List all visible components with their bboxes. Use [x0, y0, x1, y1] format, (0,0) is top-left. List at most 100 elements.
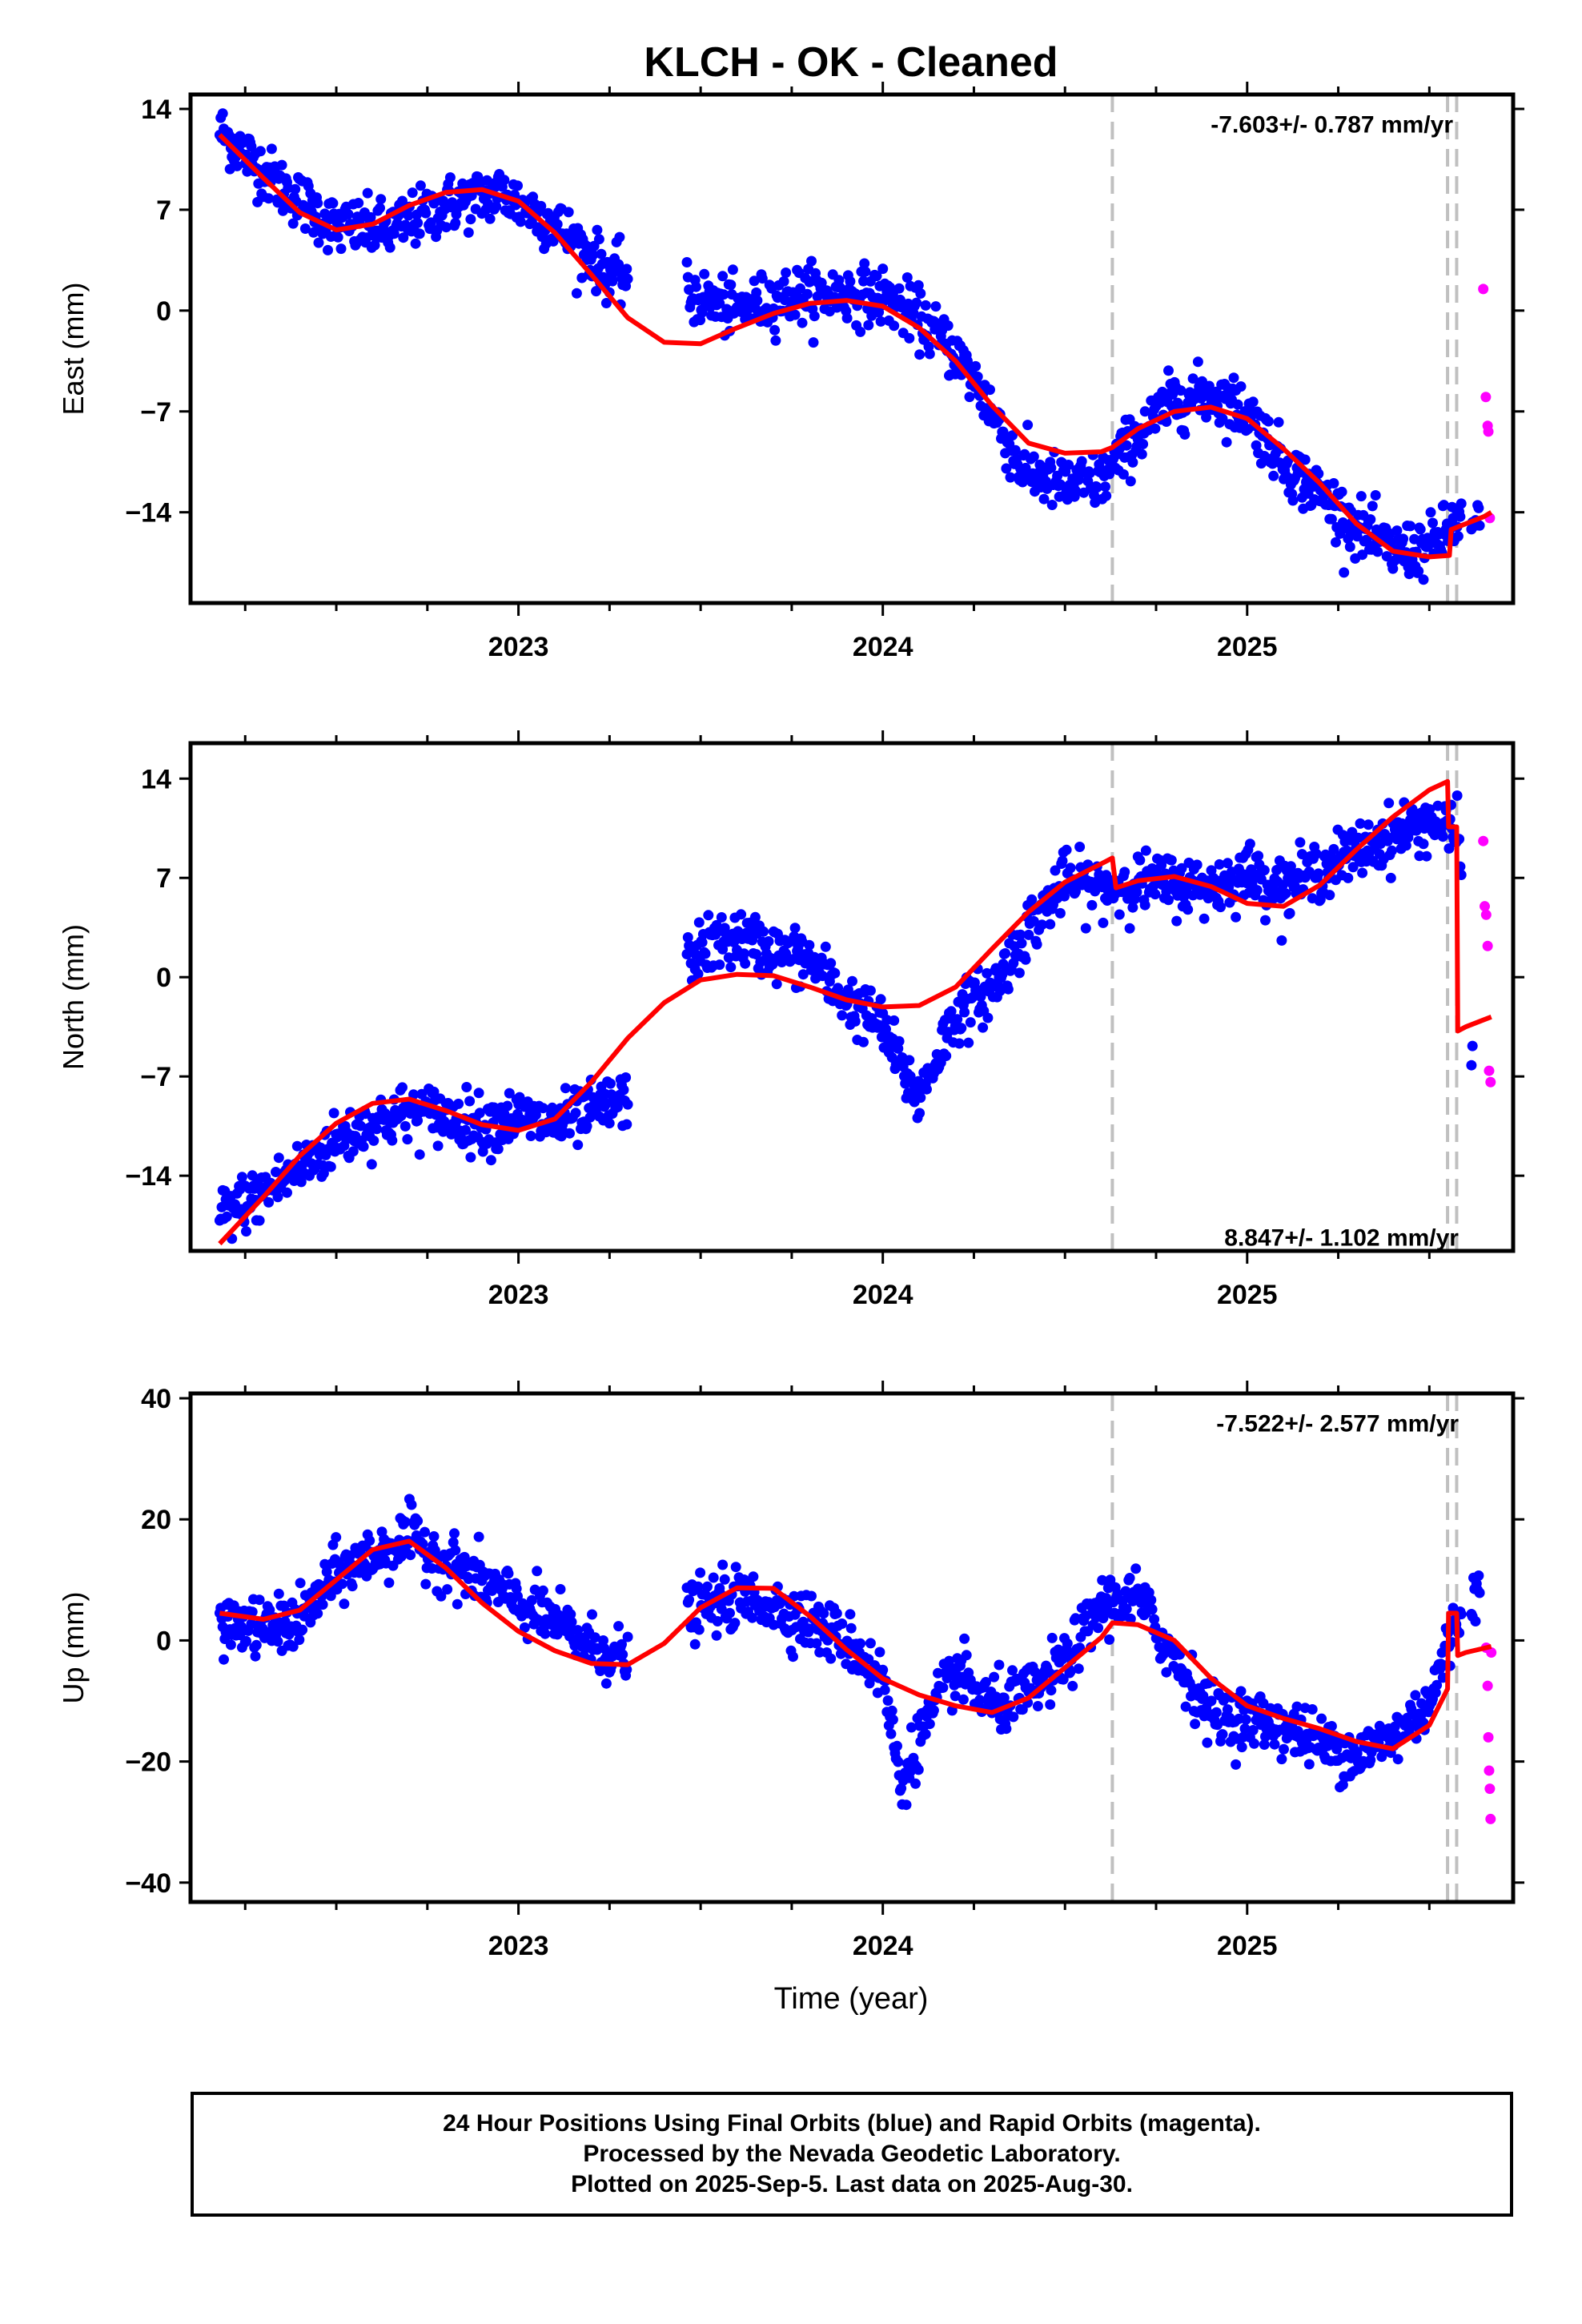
y-axis-label: Up (mm): [57, 1592, 90, 1704]
data-point: [412, 217, 424, 228]
data-point: [1191, 859, 1203, 870]
data-point: [600, 1678, 612, 1689]
data-point: [375, 194, 387, 205]
data-point: [889, 1015, 900, 1026]
data-point: [420, 1578, 432, 1590]
data-point: [271, 1167, 281, 1177]
data-point: [965, 1017, 976, 1028]
data-point: [1247, 1725, 1259, 1735]
data-point: [415, 180, 426, 191]
data-point: [942, 320, 954, 332]
data-point: [291, 1140, 303, 1152]
data-point: [958, 1694, 969, 1705]
data-point: [863, 320, 874, 331]
data-point: [682, 932, 693, 943]
data-point: [1127, 456, 1138, 468]
data-point: [924, 348, 935, 360]
data-point: [448, 1537, 459, 1548]
data-point: [1010, 444, 1021, 456]
data-point: [858, 1036, 869, 1047]
data-point: [246, 1618, 257, 1630]
data-point: [913, 279, 924, 291]
data-point: [1328, 478, 1339, 489]
data-point: [1093, 1622, 1104, 1634]
data-point: [749, 911, 761, 923]
data-point: [412, 1515, 424, 1526]
data-point: [954, 1038, 965, 1049]
data-point: [621, 263, 632, 275]
data-point: [1228, 372, 1239, 384]
data-point: [336, 1578, 347, 1590]
data-point: [747, 1612, 758, 1623]
y-tick-label: −20: [125, 1747, 171, 1778]
data-point: [1150, 423, 1161, 434]
data-point: [1326, 513, 1337, 525]
data-point: [1058, 1674, 1069, 1685]
data-point: [566, 1616, 577, 1627]
data-point: [1070, 485, 1081, 497]
data-point: [572, 1625, 584, 1636]
data-point: [1002, 983, 1014, 995]
data-point: [1455, 511, 1466, 522]
data-point: [920, 1729, 931, 1739]
data-point: [1032, 1701, 1043, 1711]
data-point: [1163, 365, 1174, 376]
data-point: [364, 1535, 375, 1546]
data-point: [313, 237, 324, 248]
data-point: [325, 1161, 336, 1172]
data-point: [1076, 456, 1087, 467]
data-point: [904, 332, 915, 344]
data-point: [738, 948, 749, 959]
data-point: [428, 1086, 440, 1097]
data-point: [512, 1590, 523, 1602]
data-point: [1331, 537, 1341, 548]
data-point: [502, 1100, 513, 1112]
data-point: [1336, 486, 1347, 497]
data-point: [572, 1140, 584, 1151]
data-point: [1053, 1644, 1064, 1655]
data-point: [1124, 923, 1135, 934]
data-point: [605, 1078, 616, 1089]
data-point: [600, 298, 612, 308]
data-point: [1355, 818, 1366, 829]
data-point: [1127, 902, 1138, 913]
data-point: [295, 1578, 306, 1589]
data-point: [904, 1055, 915, 1066]
data-point: [436, 1590, 447, 1602]
data-point: [691, 281, 701, 292]
data-point: [592, 224, 603, 235]
data-point: [736, 909, 747, 920]
y-tick-label: 7: [156, 863, 171, 894]
data-point: [702, 1581, 713, 1592]
data-point: [928, 1705, 939, 1716]
data-point: [581, 1120, 592, 1132]
data-point: [1235, 1686, 1247, 1697]
rapid-point: [1478, 835, 1489, 846]
data-point: [1259, 1739, 1270, 1750]
footer-box: 24 Hour Positions Using Final Orbits (bl…: [191, 2092, 1513, 2217]
data-point: [618, 1084, 629, 1096]
data-point: [749, 275, 760, 287]
data-point: [461, 1082, 472, 1092]
data-point: [1316, 1713, 1327, 1724]
y-tick-label: 0: [156, 1626, 171, 1656]
data-point: [730, 1562, 741, 1573]
data-point: [499, 175, 510, 186]
data-point: [893, 1035, 905, 1047]
data-point: [717, 1559, 729, 1570]
data-point: [217, 108, 228, 119]
rapid-point: [1483, 426, 1494, 437]
data-point: [1276, 935, 1287, 946]
data-point: [1421, 850, 1432, 862]
data-point: [563, 207, 574, 218]
data-point: [375, 203, 385, 214]
data-point: [294, 1634, 305, 1646]
data-point: [598, 1635, 608, 1646]
data-point: [847, 975, 857, 987]
data-point: [1166, 854, 1177, 866]
data-point: [1199, 913, 1210, 924]
data-point: [571, 287, 582, 299]
data-point: [1206, 1695, 1217, 1707]
data-point: [849, 1015, 861, 1027]
data-point: [811, 1638, 822, 1649]
